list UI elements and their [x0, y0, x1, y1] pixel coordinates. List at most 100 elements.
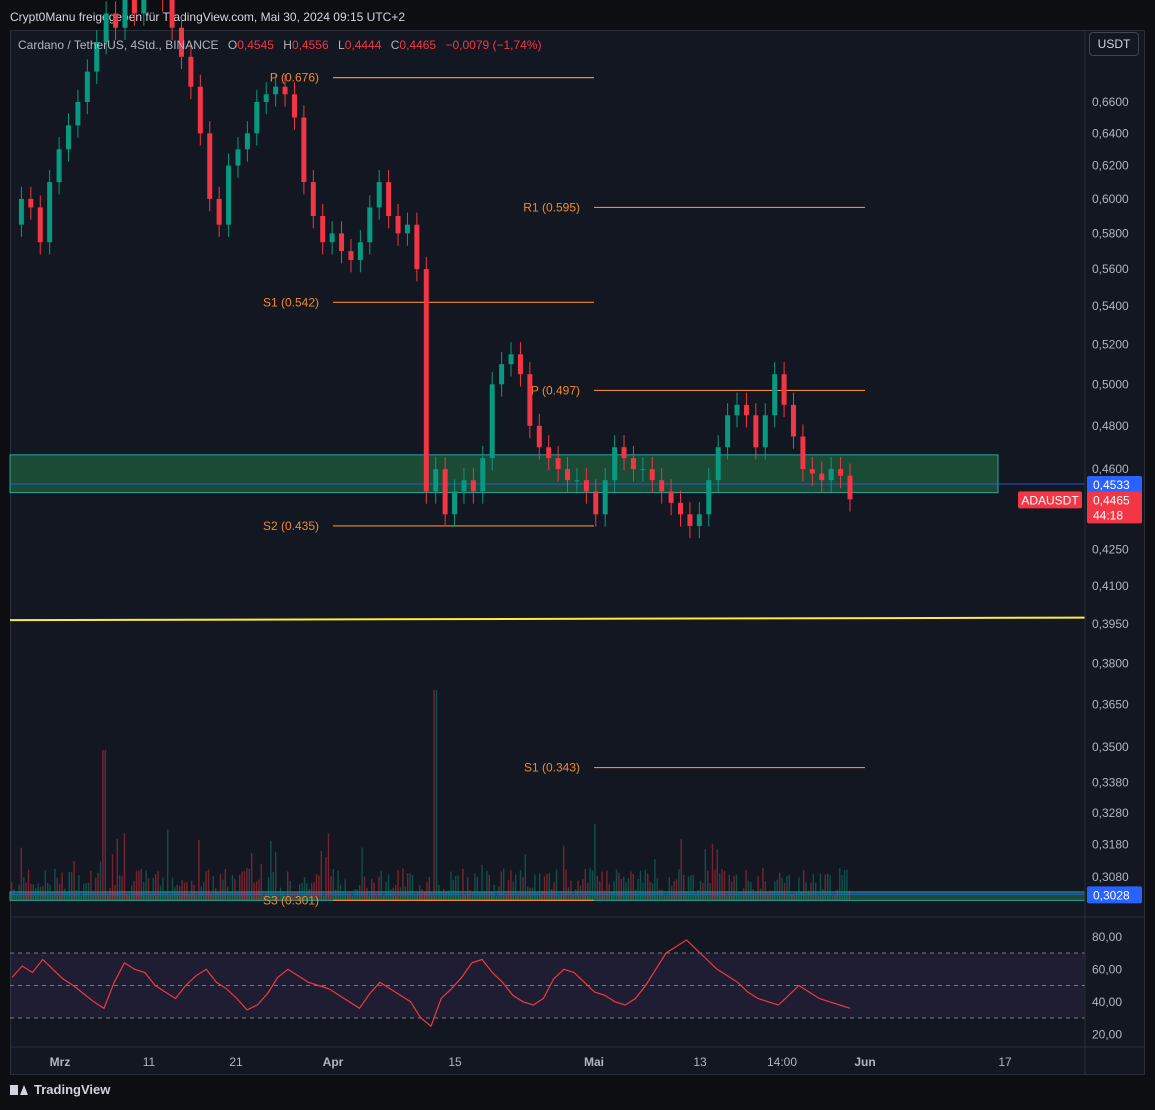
volume-bar	[529, 887, 531, 900]
volume-bar	[481, 865, 483, 900]
volume-bar	[671, 885, 673, 900]
volume-bar	[205, 871, 207, 900]
candle-body	[762, 415, 768, 448]
volume-bar	[647, 873, 649, 900]
price-tag-2	[1087, 886, 1142, 904]
candle-body	[809, 469, 815, 474]
volume-bar	[659, 889, 661, 900]
volume-bar	[303, 877, 306, 900]
volume-bar	[788, 874, 790, 900]
candle-body	[103, 13, 109, 43]
volume-bar	[342, 891, 344, 900]
volume-bar	[423, 891, 426, 900]
volume-bar	[711, 843, 714, 900]
volume-bar	[97, 872, 99, 900]
time-tick-label: Jun	[854, 1055, 875, 1069]
pivot-label-1: R1 (0.595)	[523, 200, 580, 214]
volume-bar	[123, 833, 126, 900]
volume-bar	[267, 877, 270, 900]
candle-body	[621, 447, 627, 459]
price-tick-label: 0,4250	[1092, 543, 1129, 557]
price-tick-label: 0,6400	[1092, 126, 1129, 140]
volume-bar	[49, 884, 51, 900]
price-tick-label: 0,6200	[1092, 159, 1129, 173]
volume-bar	[385, 881, 387, 900]
volume-bar	[510, 870, 512, 900]
candle-body	[527, 374, 533, 426]
volume-bar	[147, 878, 150, 900]
candle-body	[131, 0, 137, 14]
candle-body	[169, 0, 175, 28]
volume-bar	[335, 889, 337, 900]
candle-body	[386, 182, 392, 217]
volume-bar	[39, 886, 42, 900]
volume-bar	[229, 892, 231, 900]
volume-bar	[433, 690, 435, 900]
volume-bar	[476, 877, 478, 900]
volume-bar	[152, 877, 154, 900]
price-tag-value-2: 0,3028	[1093, 888, 1130, 902]
volume-bar	[272, 872, 274, 900]
volume-bar	[519, 869, 522, 900]
volume-bar	[839, 868, 841, 900]
candle-body	[687, 514, 693, 526]
volume-bar	[378, 876, 380, 900]
candle-body	[499, 364, 505, 385]
rsi-tick-label: 40,00	[1092, 995, 1122, 1009]
rsi-tick-label: 60,00	[1092, 962, 1122, 976]
volume-bar	[128, 895, 130, 900]
volume-bar	[104, 750, 106, 900]
volume-bar	[399, 887, 402, 900]
volume-bar	[455, 875, 457, 900]
volume-bar	[848, 890, 850, 900]
volume-bar	[783, 882, 786, 900]
volume-bar	[313, 882, 315, 900]
volume-bar	[565, 869, 567, 900]
volume-bar	[817, 895, 819, 900]
candle-body	[37, 207, 43, 243]
volume-bar	[431, 891, 433, 900]
volume-bar	[771, 890, 774, 900]
candle-body	[480, 458, 486, 492]
candle-body	[678, 502, 684, 515]
volume-bar	[668, 877, 670, 900]
volume-bar	[200, 886, 202, 900]
candle-body	[310, 182, 316, 217]
candle-body	[282, 86, 288, 95]
volume-bar	[759, 888, 762, 900]
volume-bar	[483, 892, 486, 900]
ohlc-legend: Cardano / TetherUS, 4Std., BINANCE O0,45…	[18, 38, 542, 52]
candle-body	[404, 224, 410, 234]
price-tick-label: 0,5800	[1092, 226, 1129, 240]
candle-body	[273, 86, 279, 95]
currency-button[interactable]: USDT	[1089, 32, 1139, 56]
volume-bar	[116, 839, 118, 900]
volume-bar	[75, 889, 78, 900]
volume-bar	[162, 877, 164, 900]
pivot-label-2: S1 (0.542)	[263, 295, 319, 309]
volume-bar	[270, 840, 272, 900]
footer-brand[interactable]: TradingView	[10, 1082, 110, 1097]
candle-body	[226, 165, 232, 225]
candle-body	[188, 56, 194, 87]
volume-bar	[551, 888, 553, 900]
volume-bar	[695, 893, 697, 900]
price-tick-label: 0,4600	[1092, 462, 1129, 476]
volume-bar	[411, 875, 414, 900]
volume-bar	[387, 874, 390, 900]
candle-body	[94, 42, 100, 72]
candle-body	[28, 198, 34, 208]
volume-bar	[188, 894, 190, 900]
volume-bar	[207, 869, 210, 900]
volume-bar	[323, 895, 325, 900]
volume-bar	[803, 869, 805, 900]
volume-bar	[222, 879, 224, 900]
pivot-label-6: S3 (0.301)	[263, 893, 319, 907]
volume-bar	[157, 871, 159, 900]
volume-bar	[375, 895, 378, 900]
volume-bar	[822, 889, 824, 900]
volume-bar	[18, 884, 20, 900]
candle-body	[197, 86, 203, 134]
